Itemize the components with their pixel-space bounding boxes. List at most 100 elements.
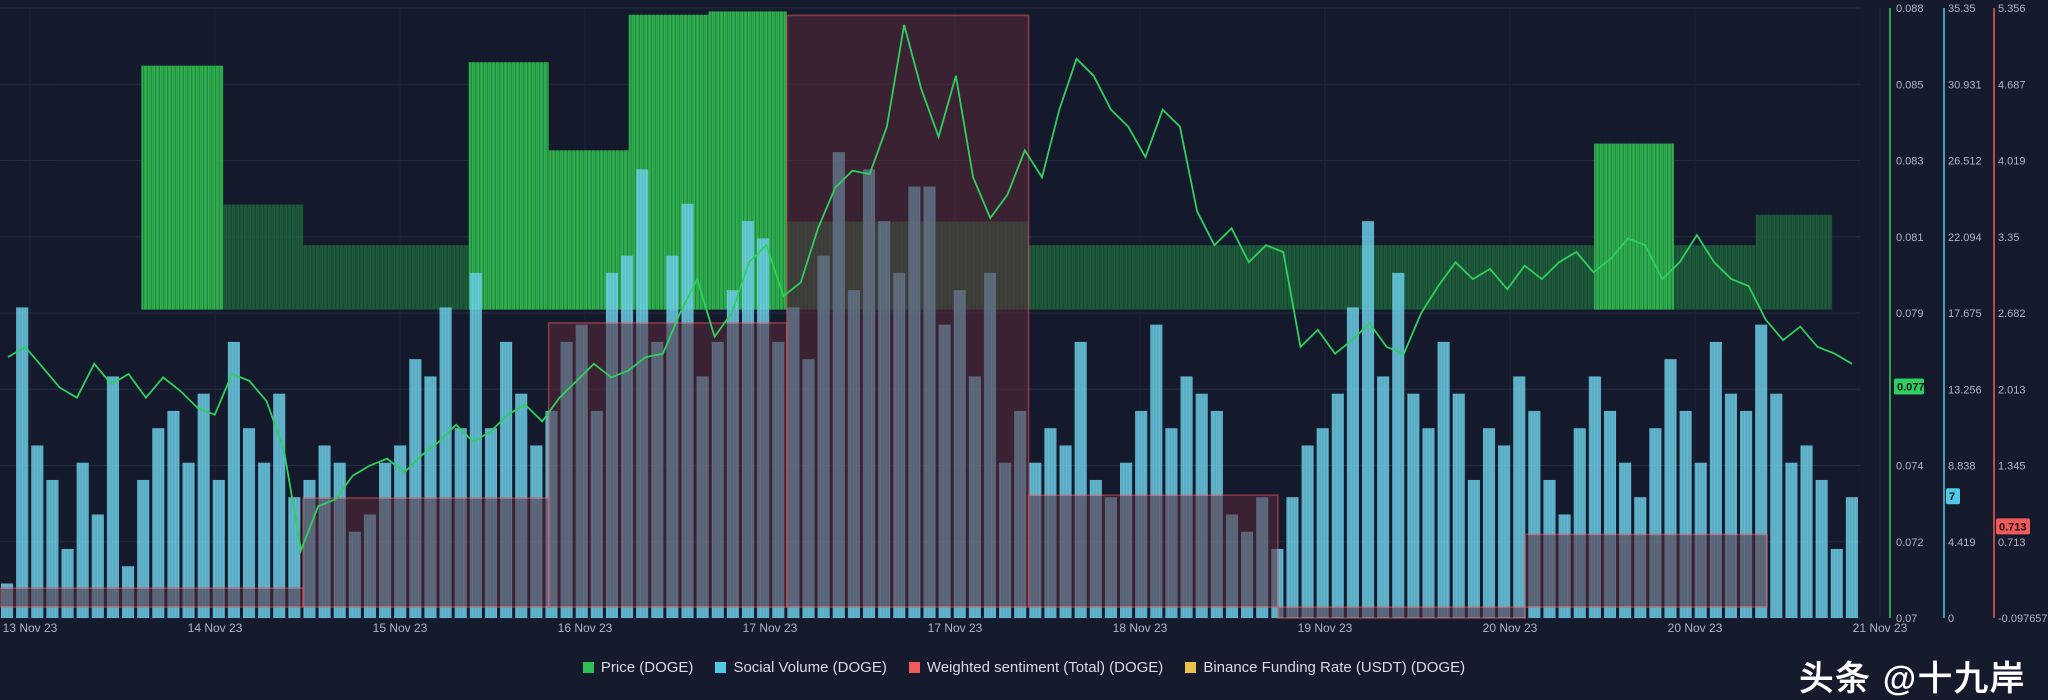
- volume-tick-label: 30.931: [1948, 79, 1982, 91]
- social-volume-bar: [1482, 428, 1496, 618]
- social-volume-bar: [137, 479, 150, 618]
- sentiment-tick-label: -0.097657: [1998, 613, 2048, 625]
- social-volume-bar: [1770, 393, 1783, 618]
- legend-swatch-price: [582, 661, 594, 673]
- social-volume-bar: [1815, 479, 1828, 618]
- social-volume-bar: [1498, 445, 1511, 618]
- sentiment-step: [785, 14, 1030, 608]
- social-volume-bar: [212, 479, 225, 618]
- legend-item-funding-rate[interactable]: Binance Funding Rate (USDT) (DOGE): [1185, 659, 1465, 676]
- sentiment-step: [302, 497, 550, 608]
- funding-rate-bar: [386, 245, 469, 310]
- social-volume-bar: [1392, 272, 1405, 618]
- legend: Price (DOGE) Social Volume (DOGE) Weight…: [0, 652, 2048, 682]
- social-volume-bar: [1830, 548, 1843, 618]
- legend-item-social-volume[interactable]: Social Volume (DOGE): [715, 658, 887, 676]
- legend-swatch-weighted-sentiment: [908, 661, 920, 673]
- funding-rate-bar: [141, 65, 224, 310]
- sentiment-tick-label: 2.682: [1998, 308, 2026, 320]
- x-tick-label: 13 Nov 23: [3, 621, 58, 635]
- sentiment-step: [1027, 494, 1279, 608]
- legend-label-price: Price (DOGE): [600, 658, 694, 676]
- x-tick-label: 20 Nov 23: [1483, 621, 1538, 635]
- x-tick-label: 21 Nov 23: [1853, 621, 1908, 635]
- funding-rate-bar: [1028, 245, 1595, 310]
- social-volume-bar: [1422, 428, 1435, 618]
- volume-tick-label: 26.512: [1948, 156, 1982, 168]
- funding-rate-bar: [223, 204, 304, 310]
- sentiment-tick-label: 2.013: [1998, 384, 2026, 396]
- price-series-line: [7, 24, 1853, 554]
- social-volume-bar: [258, 462, 271, 618]
- y-axes: 0.0880.0850.0830.0810.0790.0770.0740.072…: [1889, 3, 2048, 625]
- social-volume-bar: [31, 445, 44, 618]
- sentiment-step: [1524, 533, 1768, 608]
- social-volume-bar: [1800, 445, 1813, 618]
- price-tick-label: 0.07: [1896, 613, 1917, 625]
- x-tick-label: 20 Nov 23: [1668, 621, 1723, 635]
- social-volume-bar: [16, 307, 29, 618]
- sentiment-current-badge-bg: [1996, 518, 2030, 535]
- price-tick-label: 0.081: [1896, 232, 1924, 244]
- social-volume-bar: [227, 341, 240, 618]
- social-volume-bar: [1316, 428, 1329, 618]
- price-tick-label: 0.074: [1896, 461, 1924, 473]
- volume-tick-label: 13.256: [1948, 384, 1982, 396]
- sentiment-tick-label: 3.35: [1998, 232, 2019, 244]
- x-tick-label: 15 Nov 23: [373, 621, 428, 635]
- legend-swatch-funding-rate: [1185, 661, 1197, 673]
- funding-rate-bar: [303, 245, 387, 310]
- volume-tick-label: 4.419: [1948, 537, 1976, 549]
- legend-item-weighted-sentiment[interactable]: Weighted sentiment (Total) (DOGE): [908, 658, 1164, 676]
- social-volume-bar: [152, 428, 165, 618]
- social-volume-bar: [1301, 445, 1314, 618]
- social-volume-bar: [1513, 376, 1526, 618]
- sentiment-tick-label: 5.356: [1998, 3, 2026, 15]
- sentiment-tick-label: 1.345: [1998, 461, 2026, 473]
- social-volume-bar: [167, 410, 180, 618]
- funding-rate-bar: [1674, 245, 1756, 310]
- social-volume-bar: [273, 393, 286, 618]
- price-tick-label: 0.083: [1896, 156, 1924, 168]
- social-volume-bar: [1286, 497, 1299, 618]
- legend-label-weighted-sentiment: Weighted sentiment (Total) (DOGE): [926, 658, 1164, 676]
- volume-current-badge-bg: [1946, 488, 1960, 505]
- x-axis-labels: 13 Nov 23 14 Nov 23 15 Nov 23 16 Nov 23 17 N…: [3, 621, 1908, 635]
- sentiment-step: [1277, 606, 1526, 619]
- social-volume-bar: [1361, 221, 1375, 618]
- price-tick-label: 0.085: [1896, 79, 1924, 91]
- social-volume-bar: [1407, 393, 1420, 618]
- sentiment-step: [547, 322, 788, 608]
- funding-rate-bar: [1755, 214, 1833, 310]
- legend-label-funding-rate: Binance Funding Rate (USDT) (DOGE): [1203, 658, 1466, 676]
- social-volume-bar: [76, 462, 89, 618]
- funding-rate-bar: [1594, 143, 1674, 310]
- social-volume-bar: [1437, 341, 1450, 618]
- social-volume-bar: [1331, 393, 1344, 618]
- price-tick-label: 0.079: [1896, 308, 1924, 320]
- x-tick-label: 19 Nov 23: [1298, 621, 1353, 635]
- volume-current-badge: 7: [1949, 491, 1955, 503]
- price-line: [7, 24, 1853, 554]
- volume-tick-label: 8.838: [1948, 461, 1976, 473]
- sentiment-tick-label: 0.713: [1998, 537, 2026, 549]
- volume-tick-label: 22.094: [1948, 232, 1982, 244]
- x-tick-label: 18 Nov 23: [1113, 621, 1168, 635]
- volume-tick-label: 35.35: [1948, 3, 1976, 15]
- sentiment-current-badge: 0.713: [1999, 521, 2027, 533]
- legend-item-price[interactable]: Price (DOGE): [582, 658, 694, 676]
- legend-label-social-volume: Social Volume (DOGE): [733, 658, 887, 676]
- price-current-badge-bg: [1894, 378, 1924, 395]
- x-tick-label: 17 Nov 23: [743, 621, 798, 635]
- x-tick-label: 16 Nov 23: [558, 621, 613, 635]
- social-volume-bar: [1452, 393, 1465, 618]
- legend-swatch-social-volume: [715, 661, 727, 673]
- social-volume-bar: [182, 462, 195, 618]
- social-volume-bar: [1467, 479, 1480, 618]
- social-volume-bar: [1377, 376, 1390, 618]
- social-volume-bar: [46, 479, 59, 618]
- social-volume-bar: [1845, 497, 1858, 618]
- sentiment-step: [0, 587, 304, 608]
- social-volume-bar: [197, 393, 210, 618]
